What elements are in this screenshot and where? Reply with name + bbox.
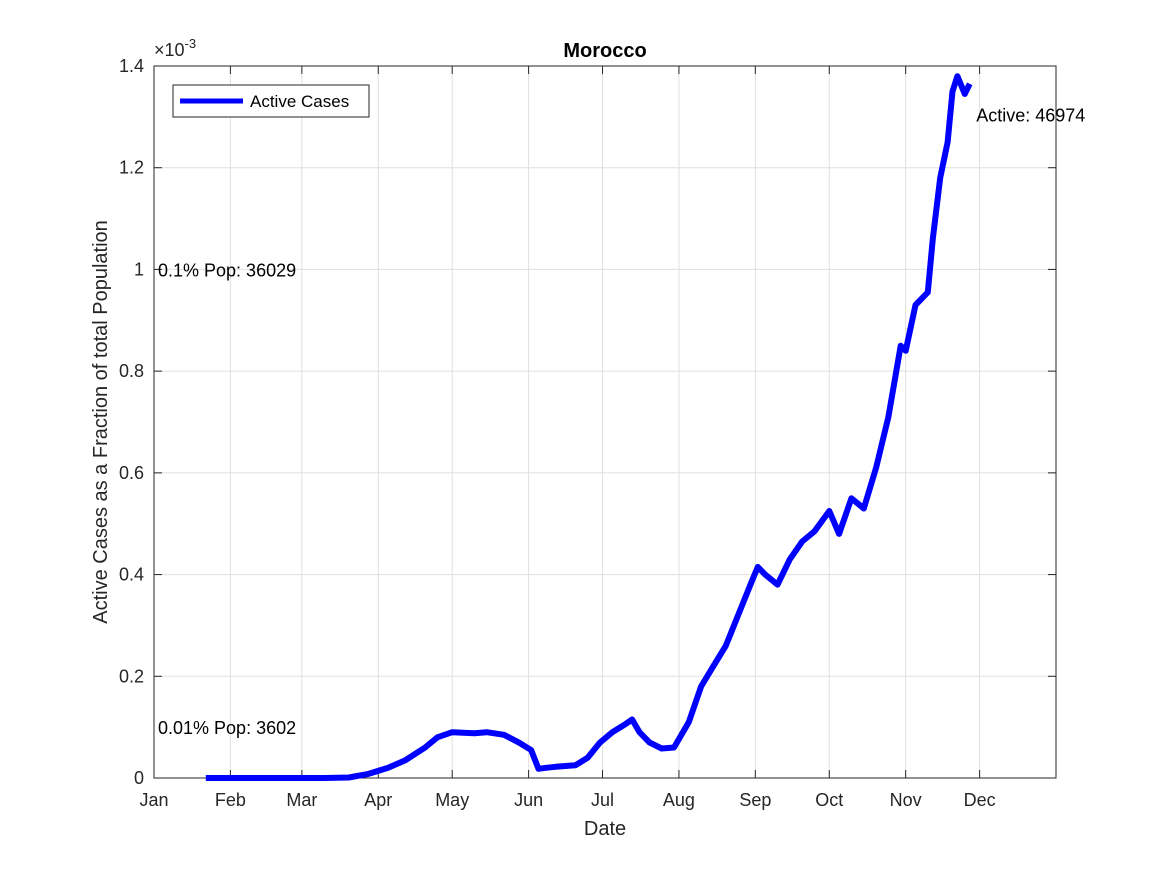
y-axis-exponent-base: ×10 bbox=[154, 40, 185, 60]
x-tick-label: May bbox=[435, 790, 469, 810]
x-tick-label: Mar bbox=[286, 790, 317, 810]
x-tick-label: Feb bbox=[215, 790, 246, 810]
x-tick-label: Jan bbox=[139, 790, 168, 810]
y-tick-label: 0.4 bbox=[119, 565, 144, 585]
y-tick-label: 0 bbox=[134, 768, 144, 788]
y-tick-labels: 0 0.2 0.4 0.6 0.8 1 1.2 1.4 bbox=[119, 56, 144, 788]
x-tick-label: Nov bbox=[890, 790, 922, 810]
annotations: Active: 46974 0.1% Pop: 36029 0.01% Pop: 3… bbox=[158, 105, 1085, 738]
x-tick-label: Jul bbox=[591, 790, 614, 810]
y-axis-exponent: ×10-3 bbox=[154, 36, 196, 60]
tick-marks bbox=[153, 65, 1056, 779]
y-tick-label: 0.2 bbox=[119, 666, 144, 686]
series-line-active-cases bbox=[205, 73, 973, 781]
legend-label-active-cases: Active Cases bbox=[250, 92, 349, 111]
x-tick-label: Dec bbox=[964, 790, 996, 810]
x-tick-labels: Jan Feb Mar Apr May Jun Jul Aug Sep Oct Nov Dec bbox=[139, 790, 995, 810]
plot-frame bbox=[153, 65, 1057, 779]
y-tick-label: 1 bbox=[134, 259, 144, 279]
legend: Active Cases bbox=[172, 84, 370, 118]
x-tick-label: Aug bbox=[663, 790, 695, 810]
data-annotation: 0.1% Pop: 36029 bbox=[158, 260, 296, 280]
x-tick-label: Apr bbox=[364, 790, 392, 810]
data-annotation: Active: 46974 bbox=[976, 105, 1085, 125]
x-axis-title: Date bbox=[584, 818, 626, 840]
y-tick-label: 0.6 bbox=[119, 463, 144, 483]
x-tick-label: Jun bbox=[514, 790, 543, 810]
x-tick-label: Oct bbox=[815, 790, 843, 810]
y-axis-exponent-power: -3 bbox=[185, 36, 197, 51]
data-annotation: 0.01% Pop: 3602 bbox=[158, 718, 296, 738]
x-tick-label: Sep bbox=[739, 790, 771, 810]
y-tick-label: 1.4 bbox=[119, 56, 144, 76]
y-axis-title: Active Cases as a Fraction of total Popu… bbox=[90, 220, 112, 624]
y-tick-label: 1.2 bbox=[119, 158, 144, 178]
chart-title: Morocco bbox=[563, 40, 646, 62]
y-tick-label: 0.8 bbox=[119, 361, 144, 381]
series-layer bbox=[205, 73, 973, 781]
